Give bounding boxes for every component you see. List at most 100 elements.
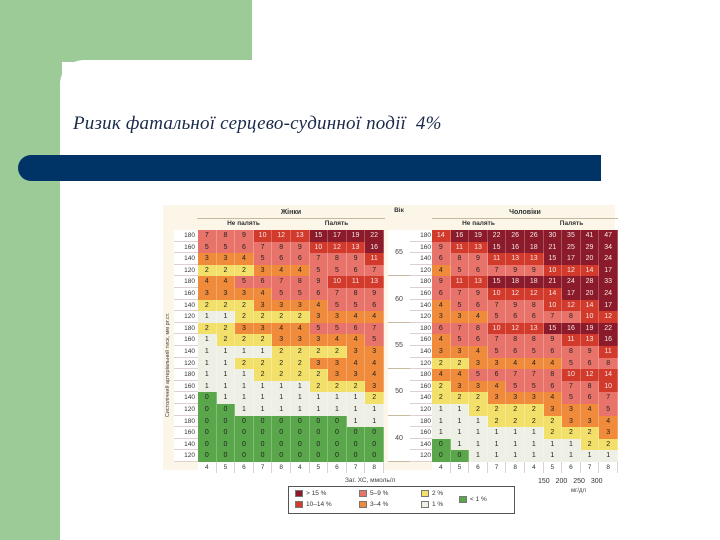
risk-cell: 2 <box>524 403 544 416</box>
risk-cell: 2 <box>216 299 236 312</box>
risk-cell: 0 <box>432 450 451 462</box>
risk-cell: 5 <box>253 253 273 265</box>
risk-cell: 1 <box>543 450 563 462</box>
risk-cell: 13 <box>524 253 544 265</box>
risk-cell: 4 <box>469 311 488 323</box>
risk-cell: 1 <box>198 357 217 370</box>
bp-tick: 160 <box>174 287 198 300</box>
risk-cell: 0 <box>309 415 329 428</box>
risk-cell: 6 <box>432 322 451 335</box>
risk-cell: 0 <box>365 427 384 439</box>
risk-cell: 1 <box>450 438 470 451</box>
risk-cell: 5 <box>235 276 254 288</box>
bp-tick: 140 <box>174 438 198 451</box>
risk-cell: 1 <box>562 450 581 462</box>
risk-cell: 33 <box>599 276 618 288</box>
risk-cell: 3 <box>487 357 507 370</box>
risk-cell: 0 <box>216 415 236 428</box>
risk-cell: 3 <box>346 345 366 358</box>
risk-cell: 2 <box>235 334 254 346</box>
risk-cell: 2 <box>469 392 488 404</box>
bp-tick: 180 <box>410 322 434 335</box>
risk-cell: 19 <box>346 230 366 242</box>
risk-cell: 14 <box>432 230 451 242</box>
legend-item-10-14: 10–14 % <box>295 501 332 508</box>
risk-cell: 11 <box>487 253 507 265</box>
risk-cell: 1 <box>216 380 236 393</box>
risk-cell: 4 <box>365 357 384 370</box>
risk-cell: 0 <box>253 450 273 462</box>
risk-cell: 0 <box>216 438 236 451</box>
risk-cell: 1 <box>253 392 273 404</box>
risk-cell: 3 <box>432 311 451 323</box>
risk-cell: 7 <box>487 334 507 346</box>
risk-cell: 10 <box>487 322 507 335</box>
risk-cell: 8 <box>272 241 291 254</box>
risk-cell: 1 <box>328 403 347 416</box>
legend-item-over-15: > 15 % <box>295 490 326 497</box>
risk-cell: 17 <box>562 253 581 265</box>
cholesterol-tick: 8 <box>365 462 384 473</box>
risk-cell: 0 <box>198 392 217 404</box>
bp-tick: 180 <box>174 322 198 335</box>
risk-cell: 5 <box>506 380 525 393</box>
cholesterol-tick: 8 <box>506 462 525 473</box>
risk-cell: 17 <box>328 230 347 242</box>
risk-cell: 2 <box>562 427 581 439</box>
risk-cell: 6 <box>346 264 366 277</box>
risk-cell: 5 <box>469 369 488 381</box>
risk-cell: 15 <box>487 241 507 254</box>
risk-cell: 0 <box>328 415 347 428</box>
risk-cell: 7 <box>543 311 563 323</box>
cholesterol-tick: 6 <box>469 462 488 473</box>
cholesterol-tick: 4 <box>198 462 217 473</box>
mgdl-unit: мг/дл <box>571 488 586 494</box>
risk-cell: 0 <box>450 450 470 462</box>
risk-cell: 15 <box>309 230 329 242</box>
risk-cell: 2 <box>235 311 254 323</box>
risk-cell: 20 <box>580 287 600 300</box>
risk-cell: 3 <box>272 334 291 346</box>
legend-item-5-9: 5–9 % <box>359 490 388 497</box>
swatch-icon <box>421 501 429 508</box>
risk-cell: 3 <box>253 299 273 312</box>
bp-tick: 120 <box>410 264 434 277</box>
legend-item-under-1: < 1 % <box>459 496 487 503</box>
risk-cell: 17 <box>599 264 618 277</box>
risk-cell: 3 <box>309 357 329 370</box>
risk-cell: 3 <box>235 322 254 335</box>
risk-cell: 24 <box>562 276 581 288</box>
risk-cell: 5 <box>365 334 384 346</box>
men-nonsmoker-header: Не палять <box>462 220 495 227</box>
risk-cell: 10 <box>580 311 600 323</box>
risk-cell: 2 <box>432 357 451 370</box>
women-risk-grid: 7 8 9 10 12 13 15 17 19 22 5 5 6 7 8 9 10 12 13 16 3 3 4 5 6 6 7 8 9… <box>198 230 384 462</box>
risk-cell: 0 <box>253 415 273 428</box>
risk-cell: 0 <box>198 450 217 462</box>
risk-cell: 26 <box>524 230 544 242</box>
risk-cell: 0 <box>328 427 347 439</box>
risk-cell: 0 <box>198 438 217 451</box>
risk-cell: 5 <box>450 264 470 277</box>
risk-cell: 15 <box>543 322 563 335</box>
risk-cell: 2 <box>235 357 254 370</box>
risk-cell: 2 <box>432 380 451 393</box>
bp-tick: 120 <box>174 357 198 370</box>
risk-cell: 13 <box>469 276 488 288</box>
risk-cell: 0 <box>365 438 384 451</box>
risk-cell: 19 <box>580 322 600 335</box>
risk-cell: 12 <box>328 241 347 254</box>
risk-cell: 7 <box>272 276 291 288</box>
cholesterol-tick: 7 <box>346 462 366 473</box>
risk-cell: 11 <box>365 253 384 265</box>
women-bp-axis: 180 160 140 120 180 160 140 120 180 160 140 120 180 1… <box>174 230 198 462</box>
bp-tick: 120 <box>410 357 434 370</box>
risk-cell: 20 <box>580 253 600 265</box>
bp-tick: 120 <box>174 264 198 277</box>
risk-cell: 3 <box>328 369 347 381</box>
risk-cell: 13 <box>524 322 544 335</box>
risk-cell: 1 <box>524 438 544 451</box>
risk-cell: 0 <box>272 415 291 428</box>
risk-cell: 11 <box>562 334 581 346</box>
